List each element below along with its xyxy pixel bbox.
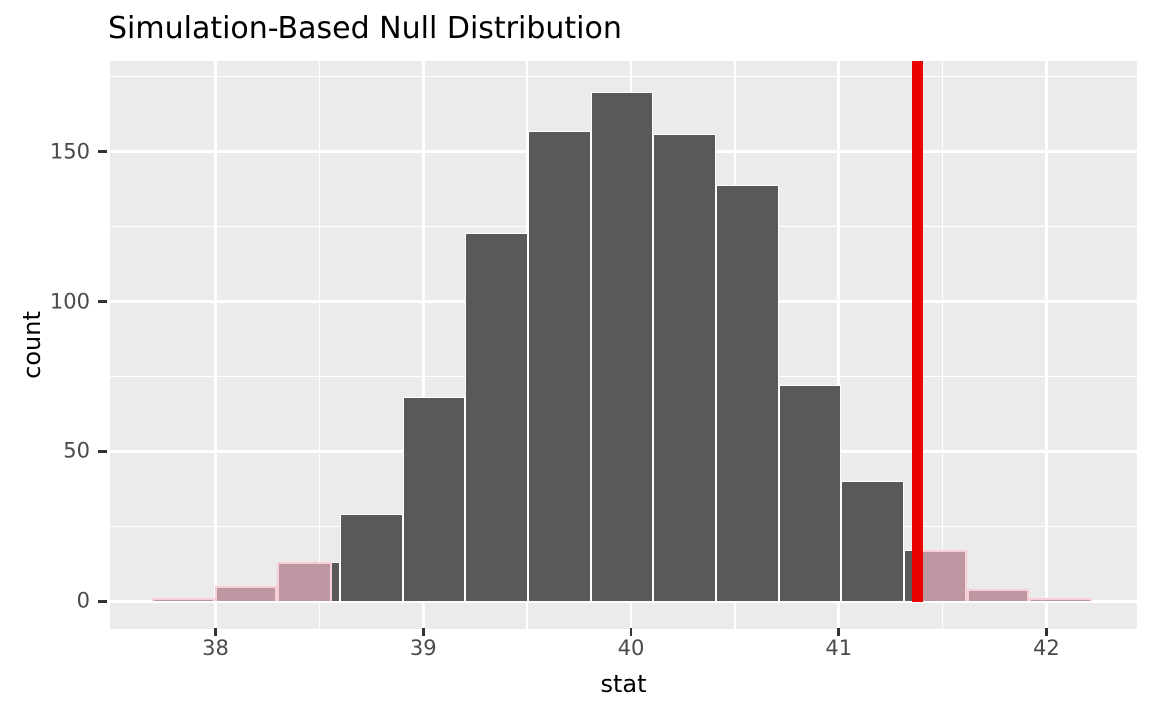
y-axis-tick: [98, 450, 107, 453]
shaded-tail-bar: [214, 586, 278, 602]
x-gridline-major: [214, 61, 217, 629]
histogram-bar: [653, 133, 717, 602]
y-axis-tick: [98, 300, 107, 303]
shaded-tail-bar: [966, 589, 1030, 602]
x-axis-tick: [422, 628, 425, 636]
x-tick-label: 39: [409, 636, 437, 660]
y-tick-label: 0: [76, 588, 90, 613]
x-tick-label: 41: [825, 636, 853, 660]
histogram-bar: [528, 130, 591, 602]
x-axis-tick: [837, 628, 840, 636]
x-gridline-major: [1045, 61, 1048, 629]
x-axis-tick: [1045, 628, 1048, 636]
histogram-bar: [841, 481, 905, 602]
x-tick-label: 40: [617, 636, 645, 660]
histogram-bar: [590, 91, 654, 602]
x-gridline-minor: [318, 61, 321, 629]
shaded-tail-bar: [1029, 598, 1093, 602]
y-tick-label: 100: [49, 289, 90, 313]
y-gridline-major: [110, 600, 1137, 603]
histogram-bar: [778, 385, 842, 602]
x-gridline-major: [421, 61, 425, 629]
plot-panel: [110, 61, 1137, 629]
x-axis-title: stat: [600, 670, 647, 698]
x-axis-tick: [214, 628, 217, 636]
y-axis-tick: [98, 600, 107, 603]
x-tick-label: 42: [1033, 636, 1060, 660]
plot-title: Simulation-Based Null Distribution: [108, 11, 622, 46]
histogram-bar: [402, 397, 466, 602]
histogram-bar: [340, 514, 403, 602]
shaded-tail-bar: [277, 562, 333, 602]
y-axis-title: count: [18, 311, 46, 379]
shaded-tail-bar: [152, 598, 215, 602]
histogram-bar: [465, 232, 529, 602]
y-gridline-minor: [110, 75, 1137, 78]
histogram-bar: [332, 562, 341, 602]
x-gridline-major: [837, 61, 840, 629]
x-gridline-minor: [941, 61, 944, 629]
x-axis-tick: [629, 628, 633, 636]
histogram-bar: [716, 184, 779, 602]
y-tick-label: 50: [63, 438, 90, 463]
x-tick-label: 38: [202, 636, 229, 660]
observed-stat-line: [912, 61, 924, 603]
y-axis-tick: [98, 150, 107, 153]
y-tick-label: 150: [49, 139, 90, 164]
shaded-tail-bar: [917, 550, 967, 602]
